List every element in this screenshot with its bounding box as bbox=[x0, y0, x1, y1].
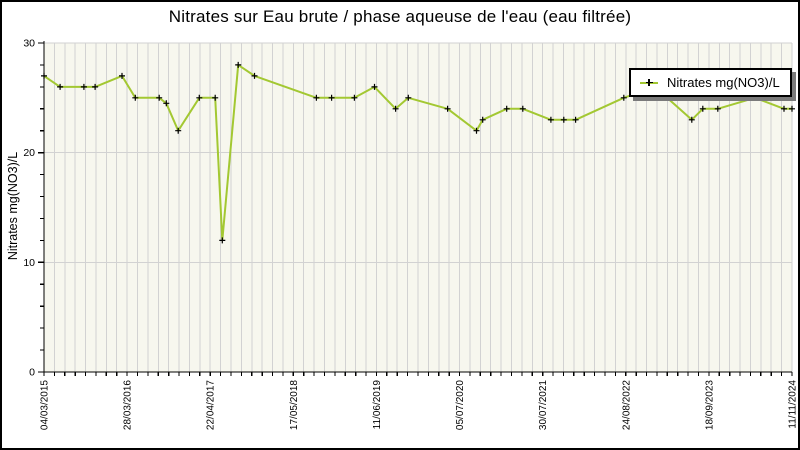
y-tick-label: 20 bbox=[23, 147, 35, 159]
x-tick-label: 11/11/2024 bbox=[788, 380, 799, 429]
data-point-marker bbox=[620, 94, 627, 101]
data-point-marker bbox=[132, 94, 139, 101]
data-point-marker bbox=[392, 105, 399, 112]
data-point-marker bbox=[572, 116, 579, 123]
data-point-marker bbox=[251, 72, 258, 79]
data-point-marker bbox=[560, 116, 567, 123]
data-point-marker bbox=[699, 105, 706, 112]
data-point-marker bbox=[688, 116, 695, 123]
data-point-marker bbox=[196, 94, 203, 101]
legend-label: Nitrates mg(NO3)/L bbox=[667, 75, 780, 90]
data-point-marker bbox=[547, 116, 554, 123]
x-tick-label: 11/06/2019 bbox=[372, 380, 383, 430]
x-tick-label: 04/03/2015 bbox=[40, 380, 51, 430]
data-point-marker bbox=[444, 105, 451, 112]
data-point-marker bbox=[479, 116, 486, 123]
data-point-marker bbox=[175, 127, 182, 134]
y-tick-label: 0 bbox=[29, 367, 35, 379]
data-point-marker bbox=[80, 83, 87, 90]
x-tick-label: 24/08/2022 bbox=[621, 380, 632, 430]
data-point-marker bbox=[163, 100, 170, 107]
data-point-marker bbox=[503, 105, 510, 112]
chart-title: Nitrates sur Eau brute / phase aqueuse d… bbox=[168, 7, 632, 26]
legend-line-marker-icon bbox=[640, 78, 658, 87]
x-tick-label: 22/04/2017 bbox=[206, 380, 217, 430]
data-point-marker bbox=[212, 94, 219, 101]
legend-box: Nitrates mg(NO3)/L bbox=[629, 68, 792, 97]
y-tick-label: 30 bbox=[23, 38, 35, 50]
y-axis-title: Nitrates mg(NO3)/L bbox=[6, 151, 20, 261]
x-tick-label: 30/07/2021 bbox=[538, 380, 549, 430]
data-point-marker bbox=[789, 105, 795, 112]
data-point-marker bbox=[405, 94, 412, 101]
data-point-marker bbox=[219, 237, 226, 244]
data-point-marker bbox=[119, 72, 125, 79]
data-point-marker bbox=[92, 83, 99, 90]
data-point-marker bbox=[57, 83, 64, 90]
y-tick-label: 10 bbox=[23, 257, 35, 269]
x-tick-label: 18/09/2023 bbox=[704, 380, 715, 430]
data-point-marker bbox=[473, 127, 480, 134]
data-point-marker bbox=[519, 105, 526, 112]
data-point-marker bbox=[156, 94, 163, 101]
data-point-marker bbox=[328, 94, 335, 101]
data-point-marker bbox=[351, 94, 358, 101]
data-point-marker bbox=[781, 105, 787, 112]
data-point-marker bbox=[714, 105, 721, 112]
data-point-marker bbox=[235, 61, 242, 68]
data-point-marker bbox=[371, 83, 378, 90]
x-tick-label: 28/03/2016 bbox=[123, 380, 134, 430]
x-tick-label: 05/07/2020 bbox=[455, 380, 466, 430]
data-point-marker bbox=[313, 94, 320, 101]
x-tick-label: 17/05/2018 bbox=[289, 380, 300, 430]
